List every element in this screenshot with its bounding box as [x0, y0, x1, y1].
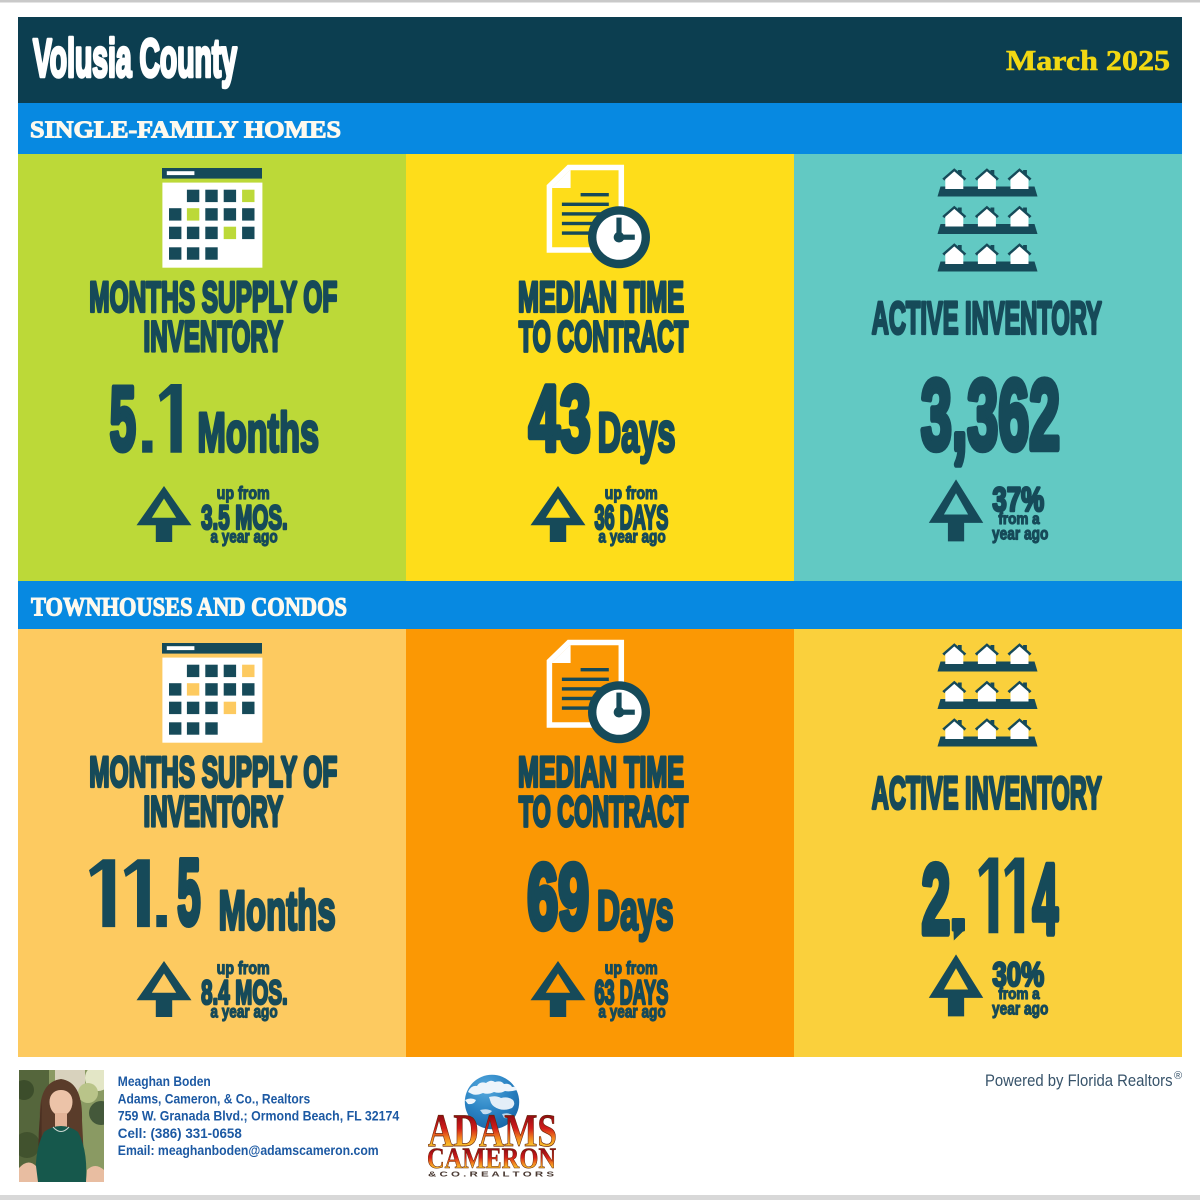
svg-text:MEDIAN TIME: MEDIAN TIME	[518, 748, 684, 796]
svg-text:CAMERON: CAMERON	[427, 1143, 556, 1175]
svg-text:TO CONTRACT: TO CONTRACT	[519, 788, 689, 836]
svg-text:& C O . R E A L T O R S: & C O . R E A L T O R S	[428, 1170, 554, 1179]
svg-text:a year ago: a year ago	[210, 1001, 277, 1021]
svg-text:up from: up from	[217, 483, 270, 503]
svg-text:from a: from a	[998, 511, 1040, 528]
svg-text:30%: 30%	[992, 956, 1044, 994]
svg-text:Days: Days	[598, 401, 676, 464]
svg-text:Months: Months	[197, 401, 319, 464]
svg-text:a year ago: a year ago	[210, 526, 277, 546]
svg-text:a year ago: a year ago	[598, 1001, 665, 1021]
svg-text:3.5 MOS.: 3.5 MOS.	[201, 499, 288, 537]
svg-text:Adams, Cameron, & Co., Realtor: Adams, Cameron, & Co., Realtors	[118, 1091, 311, 1106]
svg-text:up from: up from	[605, 483, 658, 503]
svg-text:Powered by Florida Realtors: Powered by Florida Realtors	[985, 1071, 1173, 1090]
svg-text:a year ago: a year ago	[598, 526, 665, 546]
svg-text:INVENTORY: INVENTORY	[144, 788, 284, 836]
svg-text:MONTHS SUPPLY OF: MONTHS SUPPLY OF	[89, 748, 337, 796]
svg-text:Meaghan Boden: Meaghan Boden	[118, 1074, 211, 1089]
svg-text:SINGLE-FAMILY HOMES: SINGLE-FAMILY HOMES	[30, 117, 341, 144]
svg-text:3,362: 3,362	[921, 359, 1060, 470]
svg-text:36 DAYS: 36 DAYS	[594, 499, 668, 537]
svg-text:43: 43	[529, 368, 591, 470]
svg-text:TOWNHOUSES AND CONDOS: TOWNHOUSES AND CONDOS	[31, 593, 347, 622]
svg-text:Volusia County: Volusia County	[33, 30, 237, 89]
svg-text:year ago: year ago	[992, 999, 1048, 1019]
svg-text:Months: Months	[219, 879, 336, 942]
svg-text:37%: 37%	[992, 481, 1044, 519]
svg-text:year ago: year ago	[992, 524, 1048, 544]
svg-text:up from: up from	[605, 958, 658, 978]
svg-text:759 W. Granada Blvd.; Ormond B: 759 W. Granada Blvd.; Ormond Beach, FL 3…	[118, 1109, 400, 1124]
svg-text:up from: up from	[217, 958, 270, 978]
svg-text:4: 4	[1033, 843, 1059, 954]
svg-text:ACTIVE INVENTORY: ACTIVE INVENTORY	[872, 292, 1102, 343]
svg-text:MONTHS SUPPLY OF: MONTHS SUPPLY OF	[89, 273, 337, 321]
svg-text:from a: from a	[998, 986, 1040, 1003]
svg-text:Days: Days	[597, 879, 674, 942]
svg-text:March 2025: March 2025	[1006, 45, 1170, 77]
svg-text:INVENTORY: INVENTORY	[144, 313, 284, 361]
svg-text:69: 69	[527, 846, 589, 948]
svg-text:5: 5	[177, 840, 200, 944]
svg-text:5: 5	[110, 370, 136, 470]
svg-text:ACTIVE INVENTORY: ACTIVE INVENTORY	[872, 767, 1102, 818]
svg-text:MEDIAN TIME: MEDIAN TIME	[518, 273, 684, 321]
svg-text:Email: meaghanboden@adamscamer: Email: meaghanboden@adamscameron.com	[118, 1143, 379, 1158]
svg-text:63 DAYS: 63 DAYS	[594, 974, 668, 1012]
svg-text:2: 2	[922, 843, 951, 954]
svg-text:8.4 MOS.: 8.4 MOS.	[201, 974, 288, 1012]
svg-text:TO CONTRACT: TO CONTRACT	[519, 313, 689, 361]
svg-text:®: ®	[1174, 1070, 1182, 1082]
svg-text:ADAMS: ADAMS	[428, 1105, 557, 1157]
svg-text:Cell: (386) 331-0658: Cell: (386) 331-0658	[118, 1126, 242, 1141]
